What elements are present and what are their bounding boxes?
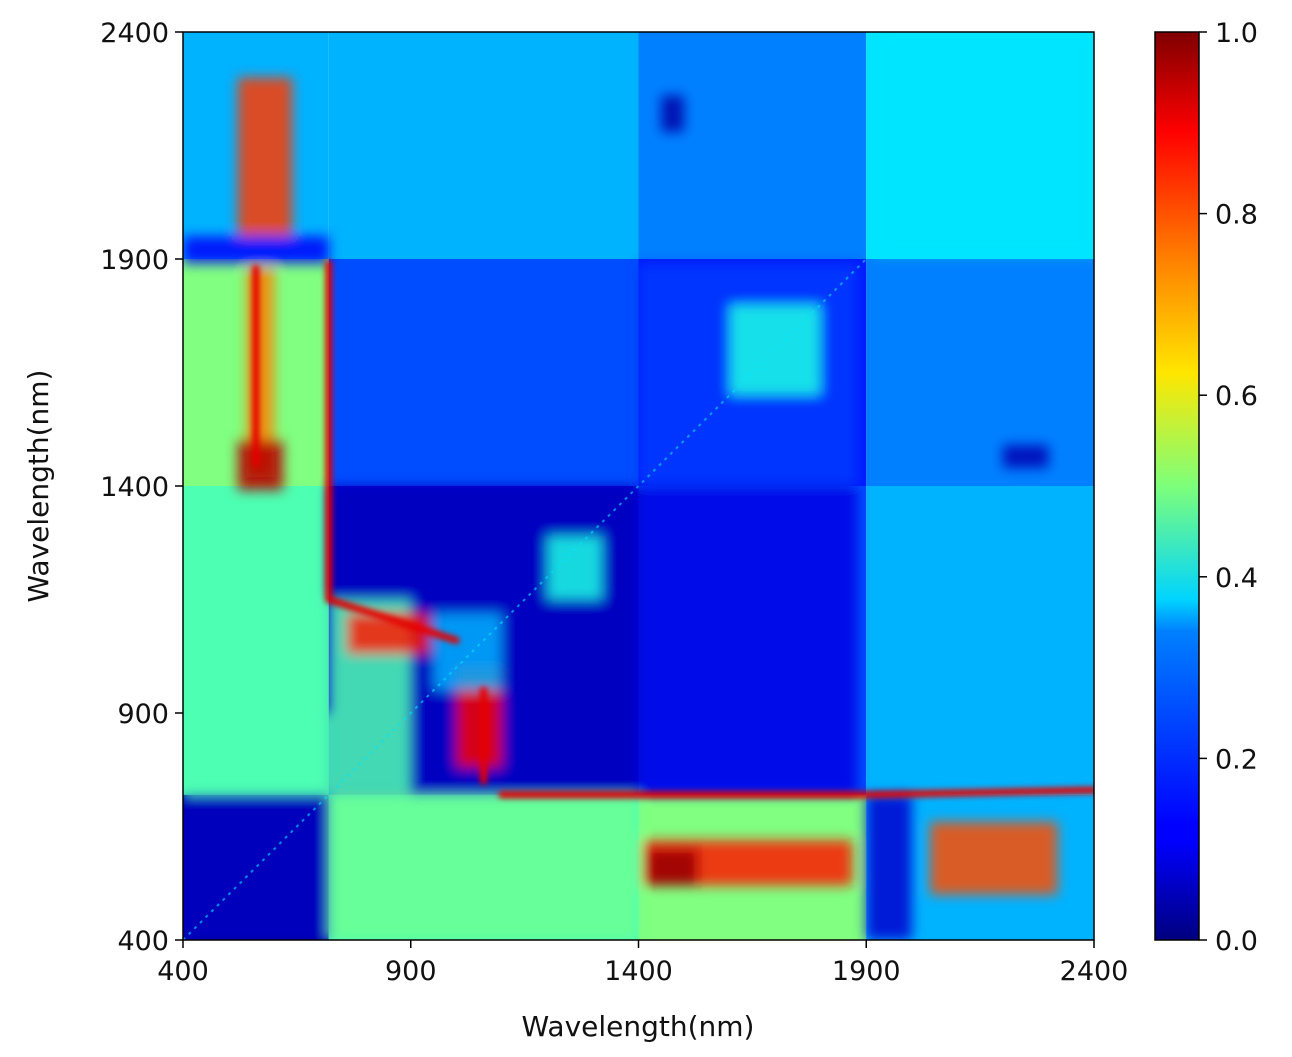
x-axis-title: Wavelength(nm) bbox=[522, 1010, 755, 1043]
y-tick-label: 2400 bbox=[100, 18, 169, 49]
heatmap-patch bbox=[866, 794, 912, 940]
colorbar-tick-label: 0.0 bbox=[1215, 926, 1258, 957]
y-tick-label: 900 bbox=[117, 699, 169, 730]
heatmap-ridge bbox=[325, 596, 460, 644]
colorbar-tick-label: 1.0 bbox=[1215, 18, 1258, 49]
y-axis: 400 900 1400 1900 2400 bbox=[100, 18, 183, 957]
heatmap-patch bbox=[183, 236, 329, 264]
heatmap-patch bbox=[930, 821, 1058, 895]
heatmap-patch bbox=[647, 849, 698, 886]
heatmap-block bbox=[328, 32, 639, 259]
heatmap-patch bbox=[183, 713, 329, 795]
y-tick-label: 1900 bbox=[100, 245, 169, 276]
heatmap-patch bbox=[547, 535, 603, 600]
y-tick-label: 1400 bbox=[100, 472, 169, 503]
heatmap-patch bbox=[328, 794, 639, 940]
colorbar-tick-label: 0.6 bbox=[1215, 381, 1258, 412]
x-tick-label: 400 bbox=[157, 956, 209, 987]
heatmap-block bbox=[866, 486, 1094, 795]
x-axis: 400 900 1400 1900 2400 bbox=[157, 940, 1128, 987]
heatmap-patch bbox=[661, 95, 685, 132]
colorbar-tick-label: 0.2 bbox=[1215, 744, 1258, 775]
x-tick-label: 1400 bbox=[604, 956, 673, 987]
heatmap-texture bbox=[183, 32, 1094, 940]
y-axis-title: Wavelength(nm) bbox=[22, 370, 55, 603]
colorbar bbox=[1154, 31, 1200, 941]
heatmap-patch bbox=[237, 77, 293, 237]
heatmap-block bbox=[328, 259, 639, 486]
heatmap-patch bbox=[237, 440, 284, 491]
x-tick-label: 1900 bbox=[832, 956, 901, 987]
heatmap-patch bbox=[875, 32, 1094, 255]
heatmap-patch bbox=[433, 613, 502, 691]
colorbar-tick-label: 0.8 bbox=[1215, 200, 1258, 231]
heatmap-patch bbox=[1002, 445, 1049, 468]
y-tick-label: 400 bbox=[117, 926, 169, 957]
heatmap-block bbox=[866, 259, 1094, 486]
heatmap-ridge bbox=[862, 786, 1094, 799]
colorbar-ticks: 0.0 0.2 0.4 0.6 0.8 1.0 bbox=[1199, 18, 1258, 957]
x-tick-label: 2400 bbox=[1060, 956, 1129, 987]
heatmap-plot-area bbox=[183, 32, 1094, 940]
heatmap-patch bbox=[638, 486, 858, 795]
heatmap-block bbox=[638, 32, 867, 259]
x-tick-label: 900 bbox=[385, 956, 437, 987]
colorbar-tick-label: 0.4 bbox=[1215, 563, 1258, 594]
heatmap-ridges bbox=[252, 260, 1094, 799]
